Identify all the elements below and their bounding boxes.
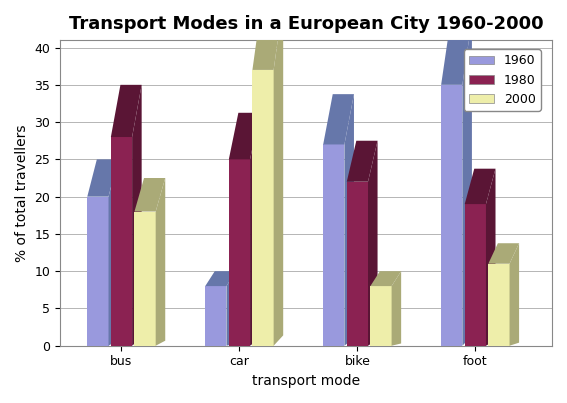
Polygon shape bbox=[252, 70, 274, 346]
Polygon shape bbox=[392, 271, 401, 346]
Polygon shape bbox=[488, 243, 519, 264]
Polygon shape bbox=[229, 159, 250, 346]
Polygon shape bbox=[323, 144, 344, 346]
Polygon shape bbox=[323, 94, 354, 144]
Polygon shape bbox=[441, 20, 472, 85]
Polygon shape bbox=[465, 204, 486, 346]
Polygon shape bbox=[344, 94, 354, 346]
Polygon shape bbox=[108, 159, 118, 346]
Polygon shape bbox=[205, 286, 226, 346]
Polygon shape bbox=[488, 264, 510, 346]
X-axis label: transport mode: transport mode bbox=[252, 374, 360, 388]
Polygon shape bbox=[205, 271, 236, 286]
Legend: 1960, 1980, 2000: 1960, 1980, 2000 bbox=[464, 50, 541, 111]
Polygon shape bbox=[87, 159, 118, 197]
Polygon shape bbox=[368, 141, 378, 346]
Polygon shape bbox=[462, 20, 472, 346]
Polygon shape bbox=[87, 197, 108, 346]
Y-axis label: % of total travellers: % of total travellers bbox=[15, 124, 29, 262]
Polygon shape bbox=[347, 182, 368, 346]
Polygon shape bbox=[156, 178, 165, 346]
Title: Transport Modes in a European City 1960-2000: Transport Modes in a European City 1960-… bbox=[69, 15, 543, 33]
Polygon shape bbox=[486, 169, 496, 346]
Polygon shape bbox=[62, 351, 567, 352]
Polygon shape bbox=[111, 85, 142, 137]
Polygon shape bbox=[229, 113, 260, 159]
Polygon shape bbox=[252, 1, 283, 70]
Polygon shape bbox=[347, 141, 378, 182]
Polygon shape bbox=[134, 178, 165, 212]
Polygon shape bbox=[370, 271, 401, 286]
Polygon shape bbox=[226, 271, 236, 346]
Polygon shape bbox=[111, 137, 132, 346]
Polygon shape bbox=[510, 243, 519, 346]
Polygon shape bbox=[370, 286, 392, 346]
Polygon shape bbox=[134, 212, 156, 346]
Polygon shape bbox=[250, 113, 260, 346]
Polygon shape bbox=[274, 1, 283, 346]
Polygon shape bbox=[465, 169, 496, 204]
Polygon shape bbox=[441, 85, 462, 346]
Polygon shape bbox=[132, 85, 142, 346]
